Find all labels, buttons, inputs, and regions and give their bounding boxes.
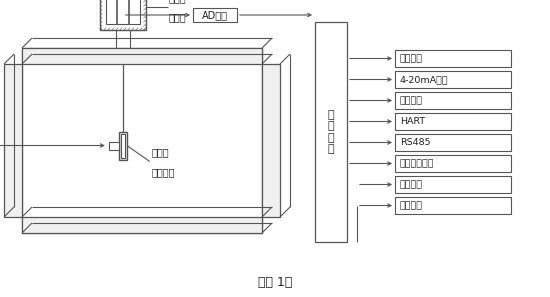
Text: 液晶显示: 液晶显示 — [400, 54, 423, 63]
Bar — [109, 141, 119, 149]
Bar — [395, 134, 511, 151]
Bar — [119, 132, 127, 159]
Text: 阻流件: 阻流件 — [152, 148, 169, 157]
Text: HART: HART — [400, 117, 425, 126]
Bar — [121, 133, 125, 157]
Text: 压力采集: 压力采集 — [400, 180, 423, 189]
Text: 传感器: 传感器 — [169, 12, 186, 22]
Bar — [22, 217, 262, 233]
Bar — [100, 0, 146, 30]
Bar — [395, 197, 511, 214]
Text: 红外置零开关: 红外置零开关 — [400, 159, 434, 168]
Bar — [395, 50, 511, 67]
Text: 4-20mA输出: 4-20mA输出 — [400, 75, 449, 84]
Bar — [106, 0, 140, 24]
Text: 双电容: 双电容 — [169, 0, 186, 3]
Text: 脉冲输出: 脉冲输出 — [400, 96, 423, 105]
Bar — [4, 64, 22, 217]
Bar — [22, 48, 262, 233]
Bar — [22, 48, 262, 64]
Bar — [262, 64, 280, 217]
Bar — [116, 30, 130, 48]
Bar — [315, 22, 347, 242]
Text: 温度采集: 温度采集 — [400, 201, 423, 210]
Bar — [395, 113, 511, 130]
Bar — [395, 155, 511, 172]
Text: AD转换: AD转换 — [202, 10, 228, 20]
Text: RS485: RS485 — [400, 138, 431, 147]
Text: （图 1）: （图 1） — [258, 277, 292, 290]
Bar — [395, 92, 511, 109]
Bar — [395, 176, 511, 193]
Text: 微
处
理
器: 微 处 理 器 — [328, 110, 334, 154]
Bar — [193, 8, 237, 22]
Bar — [395, 71, 511, 88]
Text: （靶片）: （靶片） — [152, 168, 175, 178]
